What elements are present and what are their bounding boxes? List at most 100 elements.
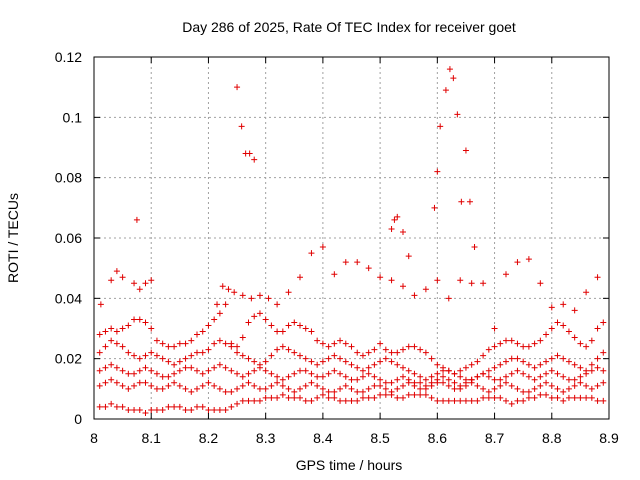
data-point — [365, 364, 372, 371]
data-point — [148, 349, 155, 356]
data-point — [514, 385, 521, 392]
data-point — [377, 382, 384, 389]
data-point — [159, 406, 166, 413]
data-point — [514, 340, 521, 347]
data-point — [319, 391, 326, 398]
data-point — [342, 373, 349, 380]
data-point — [194, 331, 200, 338]
data-point — [437, 123, 444, 130]
data-point — [497, 394, 504, 401]
data-point — [265, 295, 272, 302]
data-point — [337, 370, 344, 377]
data-point — [153, 370, 160, 377]
data-point — [520, 397, 527, 404]
data-point — [319, 373, 326, 380]
data-point — [554, 319, 561, 326]
data-point — [285, 322, 292, 329]
data-point — [96, 382, 103, 389]
data-point — [325, 343, 332, 350]
data-point — [113, 364, 120, 371]
data-point — [246, 150, 253, 157]
data-point — [485, 388, 492, 395]
data-point — [588, 385, 595, 392]
data-point — [176, 340, 183, 347]
data-point — [268, 322, 275, 329]
data-point — [194, 367, 200, 374]
data-point — [125, 370, 132, 377]
data-point — [251, 397, 258, 404]
data-point — [113, 403, 120, 410]
data-point — [176, 403, 183, 410]
data-point — [450, 75, 457, 82]
data-point — [302, 355, 309, 362]
data-point — [371, 394, 378, 401]
data-point — [291, 394, 298, 401]
data-point — [354, 259, 361, 266]
data-point — [359, 367, 366, 374]
data-point — [222, 340, 229, 347]
x-tick-label: 8.8 — [542, 430, 562, 446]
data-point — [291, 370, 298, 377]
data-point — [371, 346, 378, 353]
data-point — [600, 379, 607, 386]
data-point — [199, 370, 206, 377]
data-point — [256, 292, 263, 299]
data-point — [256, 310, 263, 317]
data-point — [440, 379, 447, 386]
data-point — [503, 358, 509, 365]
data-point — [577, 364, 584, 371]
data-point — [394, 361, 401, 368]
data-point — [342, 340, 349, 347]
data-point — [577, 379, 584, 386]
y-axis-label: ROTI / TECUs — [5, 193, 21, 283]
data-point — [571, 361, 578, 368]
data-point — [291, 349, 298, 356]
data-point — [131, 352, 138, 359]
data-point — [474, 397, 481, 404]
x-tick-label: 8.4 — [313, 430, 333, 446]
data-point — [262, 316, 269, 323]
data-point — [537, 280, 544, 287]
data-point — [440, 373, 447, 380]
data-point — [548, 325, 555, 332]
data-point — [325, 394, 332, 401]
data-point — [394, 349, 401, 356]
data-point — [571, 382, 578, 389]
data-point — [458, 198, 465, 205]
data-point — [577, 394, 584, 401]
data-point — [176, 358, 183, 365]
data-point — [445, 397, 452, 404]
data-point — [583, 343, 590, 350]
data-point — [268, 394, 275, 401]
y-tick-label: 0.04 — [55, 290, 82, 306]
data-point — [285, 394, 292, 401]
data-point — [560, 397, 567, 404]
data-point — [388, 277, 395, 284]
data-point — [560, 322, 567, 329]
data-point — [520, 388, 527, 395]
data-point — [308, 379, 315, 386]
data-point — [194, 385, 200, 392]
data-point — [466, 198, 473, 205]
data-point — [445, 295, 452, 302]
data-point — [262, 385, 269, 392]
data-point — [554, 385, 561, 392]
data-point — [96, 349, 103, 356]
data-point — [234, 343, 241, 350]
data-point — [119, 382, 126, 389]
data-point — [234, 84, 241, 91]
data-points — [96, 66, 607, 416]
data-point — [142, 352, 149, 359]
data-point — [525, 361, 532, 368]
data-point — [125, 385, 132, 392]
data-point — [514, 367, 521, 374]
data-point — [400, 364, 406, 371]
data-point — [136, 367, 143, 374]
data-point — [457, 397, 464, 404]
data-point — [211, 382, 218, 389]
data-point — [431, 204, 438, 211]
data-point — [182, 364, 189, 371]
data-point — [417, 391, 424, 398]
data-point — [171, 403, 178, 410]
